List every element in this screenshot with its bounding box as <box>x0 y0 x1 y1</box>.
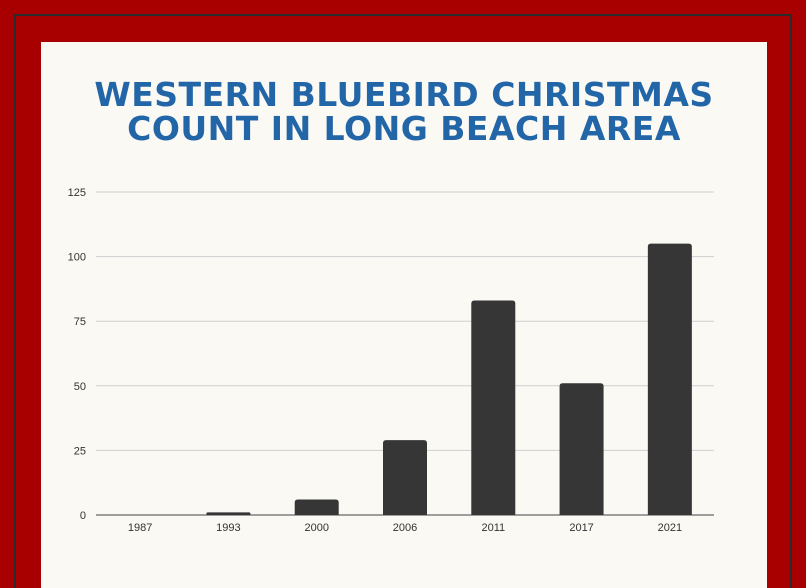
y-tick-label: 125 <box>68 187 86 199</box>
outer-frame <box>14 14 792 588</box>
x-tick-label: 2006 <box>393 522 417 534</box>
x-tick-label: 1993 <box>216 522 240 534</box>
bars <box>206 243 692 515</box>
bar-2011 <box>471 300 516 515</box>
x-tick-label: 2000 <box>304 522 328 534</box>
gridlines <box>96 191 714 516</box>
chart-title: WESTERN BLUEBIRD CHRISTMAS COUNT IN LONG… <box>41 78 767 146</box>
x-axis-ticks: 1987 1993 2000 2006 2011 2017 2021 <box>128 522 682 534</box>
x-tick-label: 2017 <box>569 522 593 534</box>
chart-title-line-2: COUNT IN LONG BEACH AREA <box>127 109 681 148</box>
bar-1993 <box>206 512 251 515</box>
chart-title-line-1: WESTERN BLUEBIRD CHRISTMAS <box>94 75 714 114</box>
x-tick-label: 1987 <box>128 522 152 534</box>
x-tick-label: 2021 <box>658 522 682 534</box>
y-tick-label: 25 <box>74 445 86 457</box>
x-tick-label: 2011 <box>481 522 505 534</box>
bar-2021 <box>647 243 692 515</box>
bar-2017 <box>559 383 604 515</box>
y-tick-label: 50 <box>74 381 86 393</box>
chart-panel: WESTERN BLUEBIRD CHRISTMAS COUNT IN LONG… <box>41 42 767 588</box>
y-tick-label: 0 <box>80 510 86 522</box>
bar-2006 <box>383 440 427 515</box>
y-tick-label: 100 <box>68 252 86 264</box>
y-axis-ticks: 0 25 50 75 100 125 <box>68 187 86 522</box>
bar-2000 <box>294 499 339 515</box>
y-tick-label: 75 <box>74 316 86 328</box>
